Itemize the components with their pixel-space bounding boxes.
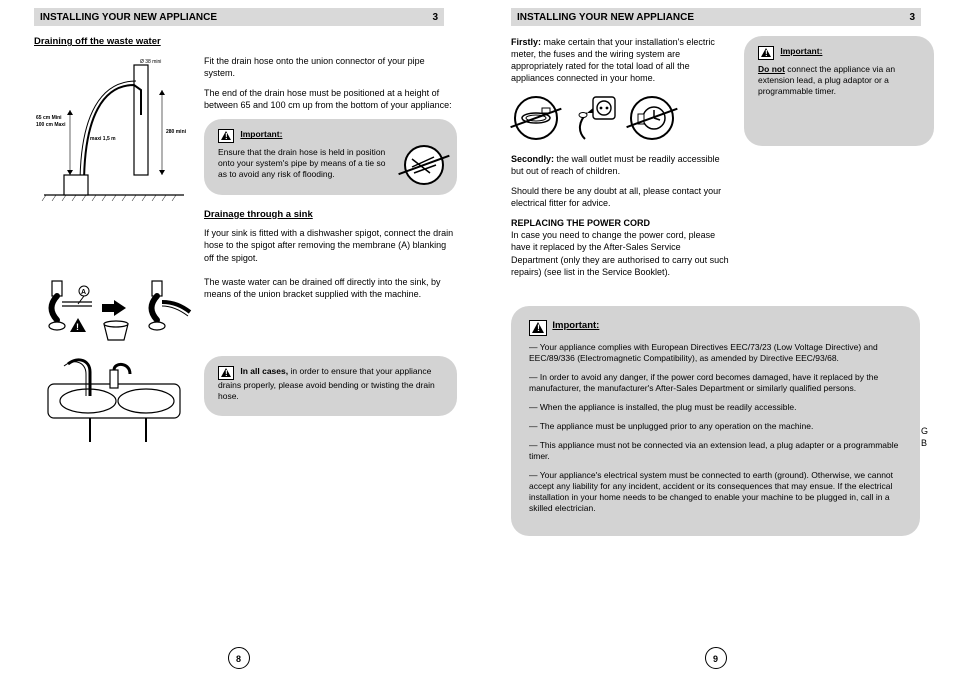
big-l4: — The appliance must be unplugged prior …	[529, 421, 902, 432]
diagram-standpipe: Ø 38 mini 65 cm Mini	[34, 55, 194, 205]
p-drain-2: The end of the drain hose must be positi…	[204, 87, 457, 111]
svg-text:65 cm Mini: 65 cm Mini	[36, 115, 62, 121]
big-l5: — This appliance must not be connected v…	[529, 440, 902, 462]
svg-text:maxi 1,5 m: maxi 1,5 m	[90, 136, 116, 142]
section-title-sink: Drainage through a sink	[204, 209, 457, 222]
big-l1: — Your appliance complies with European …	[529, 342, 902, 364]
gb-flag-label: GB	[921, 426, 928, 449]
p-drain-1: Fit the drain hose onto the union connec…	[204, 55, 457, 79]
p-replacing-cord: REPLACING THE POWER CORD In case you nee…	[511, 217, 730, 278]
header-bar-right: INSTALLING YOUR NEW APPLIANCE 3	[511, 8, 921, 26]
header-number: 3	[909, 11, 915, 25]
callout-big-important: GB Important: — Your appliance complies …	[511, 306, 920, 537]
svg-text:280 mini: 280 mini	[166, 129, 187, 135]
callout-no-bend: In all cases, in order to ensure that yo…	[204, 356, 457, 416]
svg-text:Ø 38 mini: Ø 38 mini	[140, 59, 161, 65]
p-sink-1: If your sink is fitted with a dishwasher…	[204, 227, 457, 263]
p-doubt: Should there be any doubt at all, please…	[511, 185, 730, 209]
page-right: INSTALLING YOUR NEW APPLIANCE 3 Firstly:…	[477, 0, 954, 677]
callout2-lead: In all cases,	[240, 366, 288, 376]
big-l3: — When the appliance is installed, the p…	[529, 402, 902, 413]
diagram-siphon-spigot: ! A	[34, 276, 194, 346]
warning-icon	[218, 366, 234, 380]
page-number: 8	[228, 647, 250, 669]
page-left: INSTALLING YOUR NEW APPLIANCE 3 Draining…	[0, 0, 477, 677]
prohibit-no-loose-hose-icon	[404, 145, 444, 185]
svg-text:A: A	[81, 289, 86, 296]
svg-text:!: !	[76, 322, 79, 332]
callout-donot: Do not	[758, 64, 785, 74]
p-secondly: Secondly: the wall outlet must be readil…	[511, 153, 730, 177]
text-sink-block: The waste water can be drained off direc…	[204, 276, 457, 308]
plug-socket-icon	[569, 93, 619, 143]
prohibit-icons-row	[511, 93, 730, 143]
header-number: 3	[432, 11, 438, 25]
callout-lead: Important:	[240, 129, 282, 139]
warning-icon	[218, 129, 234, 143]
callout-hose-secure: Important: Ensure that the drain hose is…	[204, 119, 457, 194]
warning-icon	[529, 320, 547, 336]
big-l2: — In order to avoid any danger, if the p…	[529, 372, 902, 394]
p-sink-2: The waste water can be drained off direc…	[204, 276, 457, 300]
section-title-drain: Draining off the waste water	[34, 36, 457, 49]
diagram-sink-drain	[34, 356, 194, 446]
right-top-text: Firstly: make certain that your installa…	[511, 36, 730, 286]
page-number: 9	[705, 647, 727, 669]
callout-lead: Important:	[780, 46, 822, 56]
big-l6: — Your appliance's electrical system mus…	[529, 470, 902, 514]
callout-do-not-connect: Important: Do not connect the appliance …	[744, 36, 934, 286]
prohibit-timer-icon	[630, 96, 674, 140]
text-block-drain: Fit the drain hose onto the union connec…	[204, 55, 457, 272]
p-firstly: Firstly: make certain that your installa…	[511, 36, 730, 85]
header-title: INSTALLING YOUR NEW APPLIANCE	[517, 12, 694, 23]
big-lead: Important:	[552, 320, 599, 331]
svg-text:100 cm Maxi: 100 cm Maxi	[36, 122, 66, 128]
prohibit-extension-lead-icon	[514, 96, 558, 140]
header-bar-left: INSTALLING YOUR NEW APPLIANCE 3	[34, 8, 444, 26]
header-title: INSTALLING YOUR NEW APPLIANCE	[40, 12, 217, 23]
warning-icon	[758, 46, 774, 60]
